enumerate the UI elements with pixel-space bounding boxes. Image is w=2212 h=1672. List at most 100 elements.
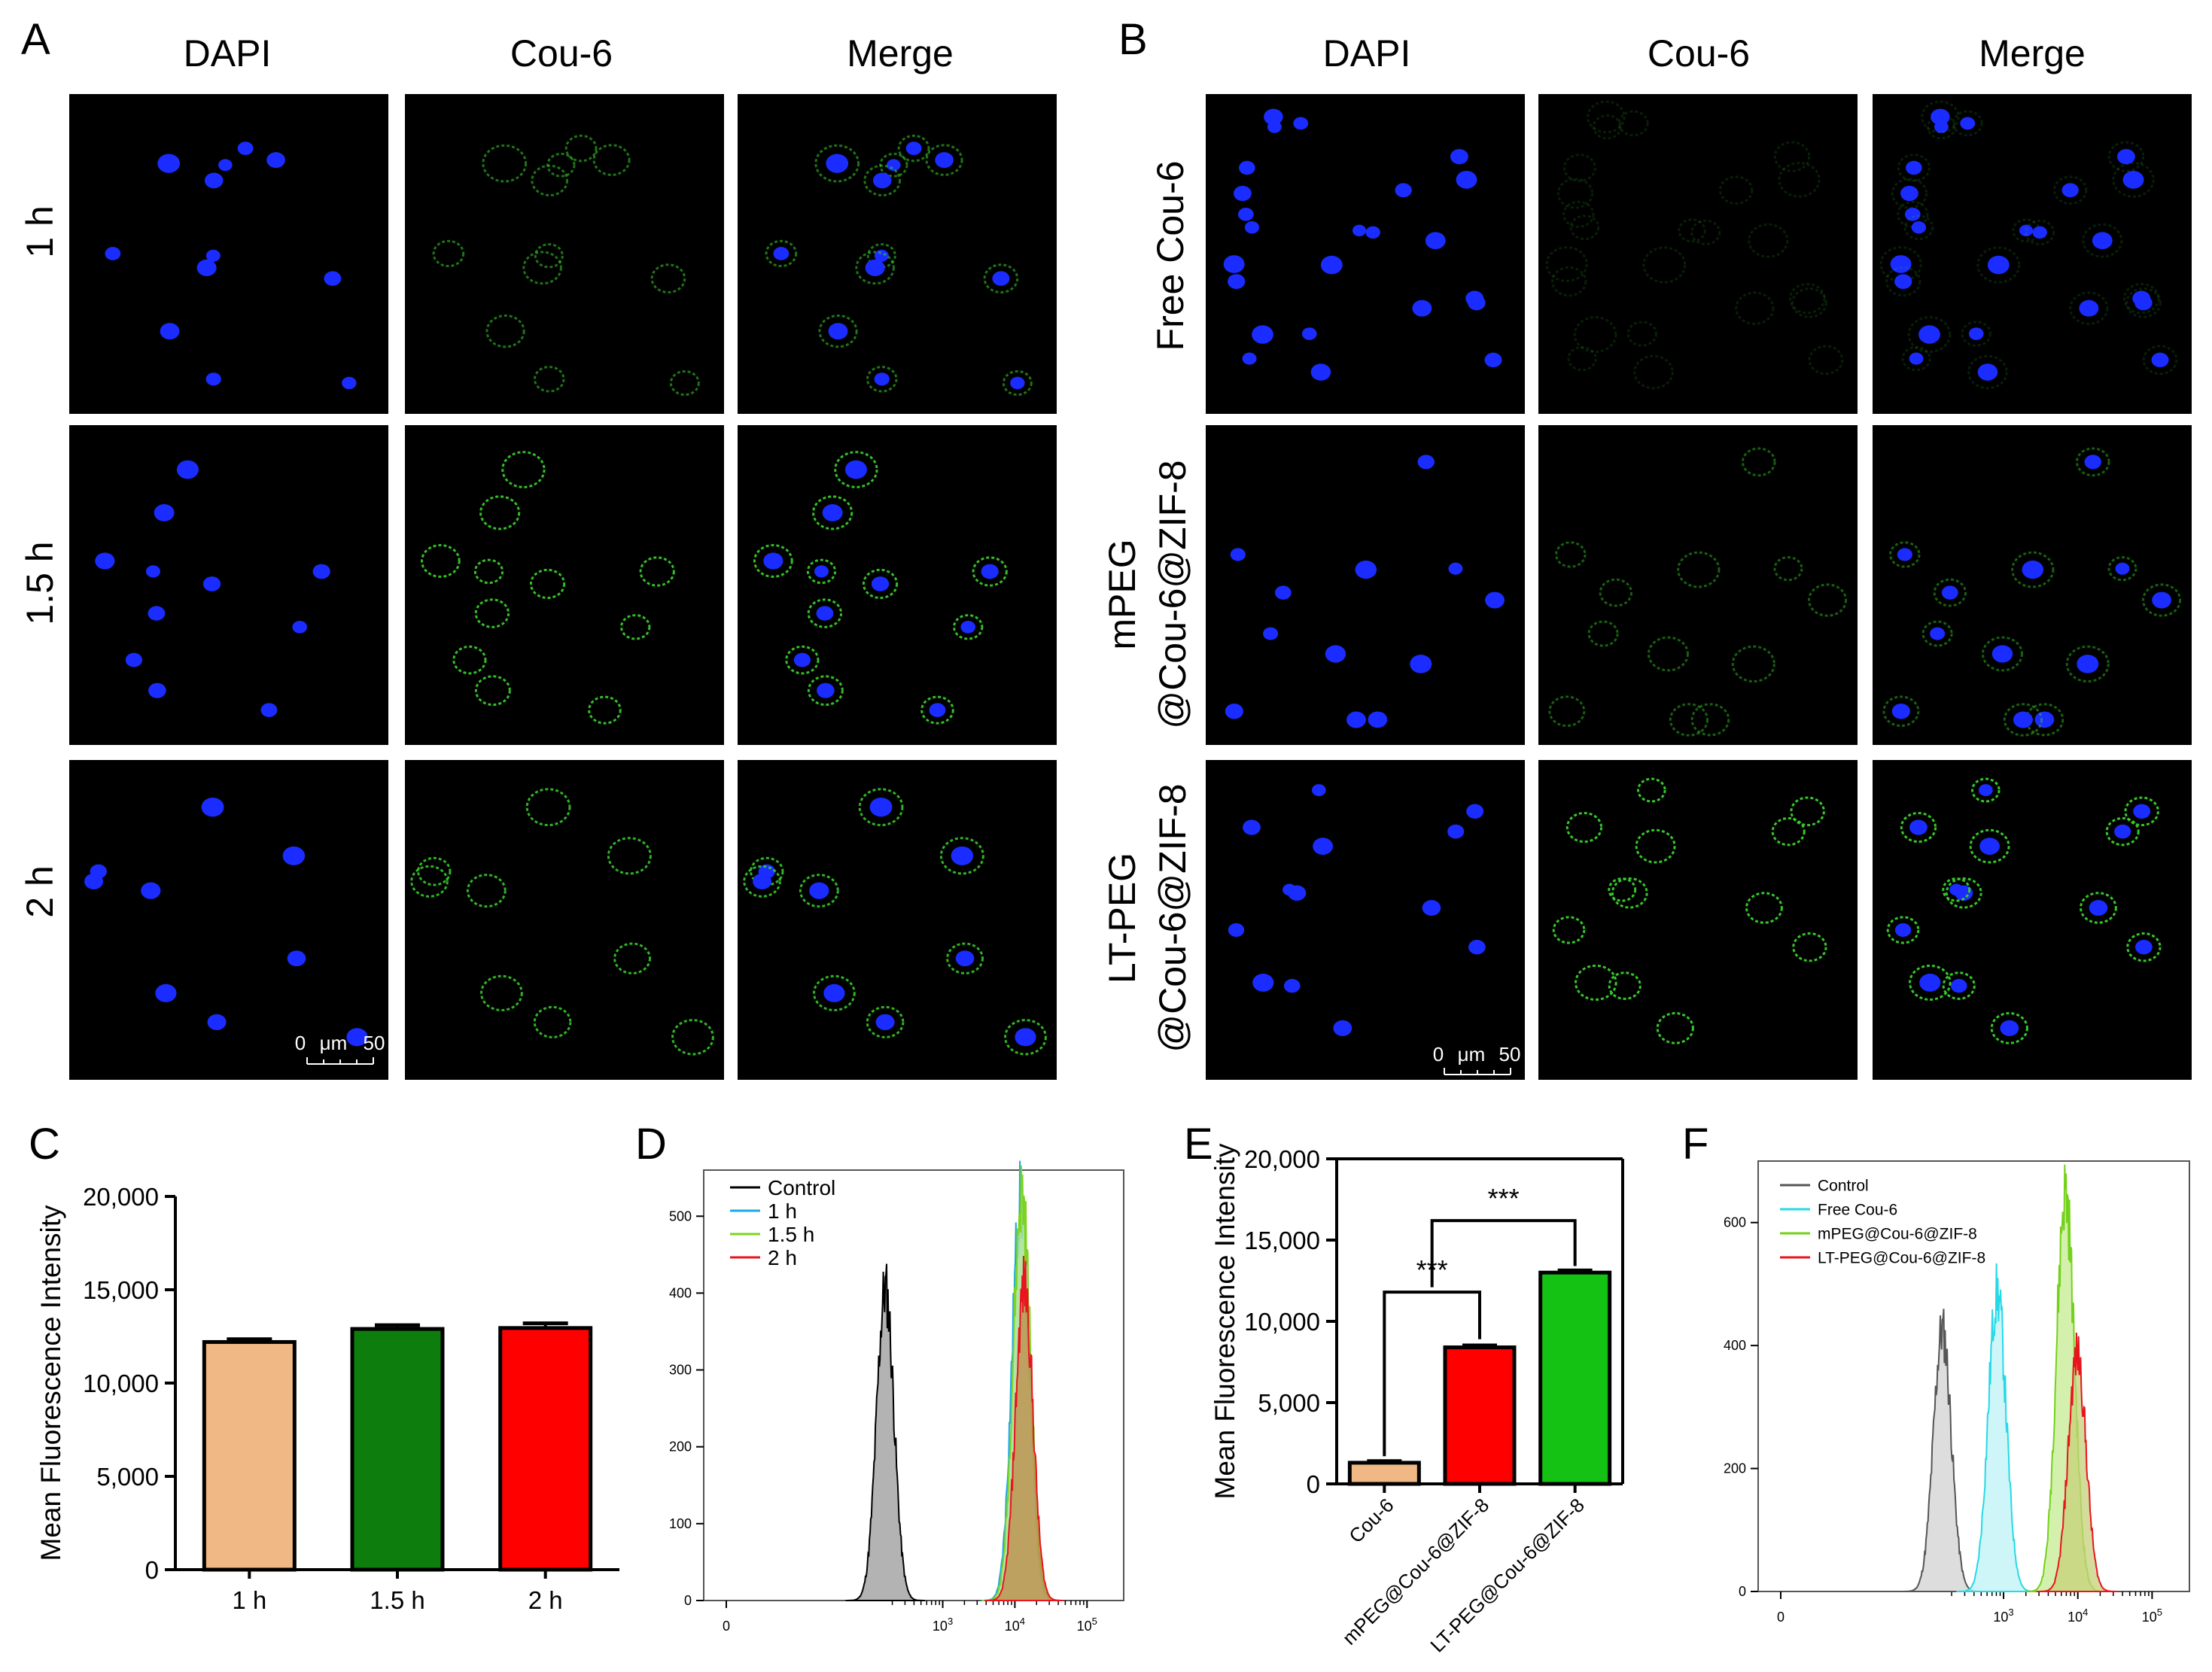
micrograph-b-r3-c3	[1873, 760, 2192, 1080]
cell-membrane	[485, 314, 525, 348]
x-tick-label: 103	[933, 1616, 953, 1634]
nucleus	[154, 503, 175, 521]
micrograph-a-r2-c3	[738, 425, 1057, 745]
nucleus	[1243, 819, 1261, 835]
y-tick-label: 200	[1724, 1461, 1746, 1476]
scale-bar-b-value: 50	[1499, 1043, 1521, 1066]
cell-membrane	[858, 788, 904, 827]
histogram-control	[845, 1263, 925, 1601]
nucleus	[1448, 562, 1463, 575]
cell-membrane	[1788, 282, 1826, 315]
cell-membrane	[743, 865, 781, 898]
nucleus	[148, 682, 166, 698]
nucleus	[1293, 117, 1309, 130]
cell-membrane	[671, 1019, 714, 1056]
cell-membrane	[1626, 321, 1657, 347]
nucleus	[1960, 117, 1976, 130]
nucleus	[218, 159, 233, 172]
cell-membrane	[1004, 1019, 1047, 1056]
nucleus	[2084, 454, 2101, 470]
panel-a-row-2h: 2 h	[19, 865, 61, 918]
cell-membrane	[1945, 877, 1982, 909]
cell-membrane	[946, 942, 984, 974]
nucleus	[935, 152, 954, 169]
cell-membrane	[525, 788, 571, 827]
y-tick-label: 0	[1307, 1470, 1320, 1498]
cell-membrane	[1635, 828, 1676, 864]
nucleus	[292, 620, 308, 634]
nucleus	[1941, 585, 1958, 600]
nucleus	[1466, 804, 1484, 819]
cell-membrane	[765, 239, 798, 268]
cell-membrane	[1677, 551, 1721, 588]
cell-membrane	[1633, 354, 1674, 390]
nucleus	[1422, 900, 1441, 916]
nucleus	[260, 703, 278, 717]
cell-membrane	[1611, 877, 1648, 909]
cell-membrane	[1678, 218, 1706, 243]
micrograph-b-r1-c3	[1873, 94, 2192, 414]
x-tick-label: LT-PEG@Cou-6@ZIF-8	[1425, 1494, 1589, 1657]
nucleus	[2133, 804, 2151, 819]
nucleus	[125, 652, 143, 667]
cell-membrane	[807, 598, 843, 628]
micrograph-a-r3-c3	[738, 760, 1057, 1080]
panel-letter-c: C	[29, 1120, 60, 1169]
nucleus	[2079, 299, 2099, 317]
micrograph-b-r3-c1	[1206, 760, 1525, 1080]
legend-label: mPEG@Cou-6@ZIF-8	[1818, 1225, 1977, 1242]
nucleus	[2019, 224, 2034, 237]
cell-membrane	[1718, 175, 1754, 205]
cell-membrane	[1567, 345, 1597, 372]
cell-membrane	[812, 495, 853, 530]
nucleus	[816, 606, 834, 621]
cell-membrane	[1569, 214, 1600, 241]
cell-membrane	[1778, 162, 1821, 198]
micrograph-a-r1-c2	[405, 94, 724, 414]
cell-membrane	[814, 144, 860, 183]
cell-membrane	[925, 144, 963, 176]
y-axis-label: Mean Fluorescence Intensity	[35, 1205, 66, 1561]
y-tick-label: 300	[669, 1363, 692, 1378]
cell-membrane	[2122, 282, 2160, 315]
nucleus	[1890, 255, 1912, 273]
micrograph-b-r1-c2	[1538, 94, 1858, 414]
nucleus	[1310, 363, 1331, 381]
cell-membrane	[753, 544, 793, 578]
nucleus	[1244, 221, 1260, 234]
bar	[498, 1326, 593, 1572]
nucleus	[1410, 655, 1432, 673]
nucleus	[1225, 703, 1243, 719]
nucleus	[828, 323, 848, 340]
micrograph-background	[1873, 94, 2192, 414]
cell-membrane	[1808, 583, 1848, 617]
cell-membrane	[1556, 178, 1594, 209]
panel-a-col-cou6: Cou-6	[510, 32, 613, 74]
cell-membrane	[1617, 110, 1649, 137]
x-tick-label: 103	[1993, 1607, 2013, 1625]
nucleus	[875, 1014, 895, 1031]
legend-label: Control	[1818, 1177, 1869, 1194]
nucleus	[148, 606, 166, 621]
y-tick-label: 600	[1724, 1215, 1746, 1230]
micrograph-background	[69, 425, 388, 745]
legend-label: LT-PEG@Cou-6@ZIF-8	[1818, 1249, 1985, 1266]
micrograph-grid	[69, 94, 2192, 1080]
nucleus	[1368, 711, 1388, 728]
cell-membrane	[1901, 345, 1931, 372]
cell-membrane	[866, 1005, 905, 1038]
legend-label: 2 h	[768, 1246, 797, 1269]
scale-bar-b-unit: μm	[1458, 1043, 1486, 1066]
cell-membrane	[669, 369, 700, 397]
cell-membrane	[2025, 219, 2055, 245]
nucleus	[2152, 591, 2171, 609]
nucleus	[981, 564, 999, 579]
nucleus	[1991, 645, 2013, 663]
nucleus	[1237, 207, 1254, 221]
x-tick-label: 1.5 h	[370, 1586, 424, 1614]
cell-membrane	[1903, 214, 1934, 241]
nucleus	[1263, 627, 1279, 640]
nucleus	[865, 259, 885, 276]
nucleus	[145, 565, 161, 578]
